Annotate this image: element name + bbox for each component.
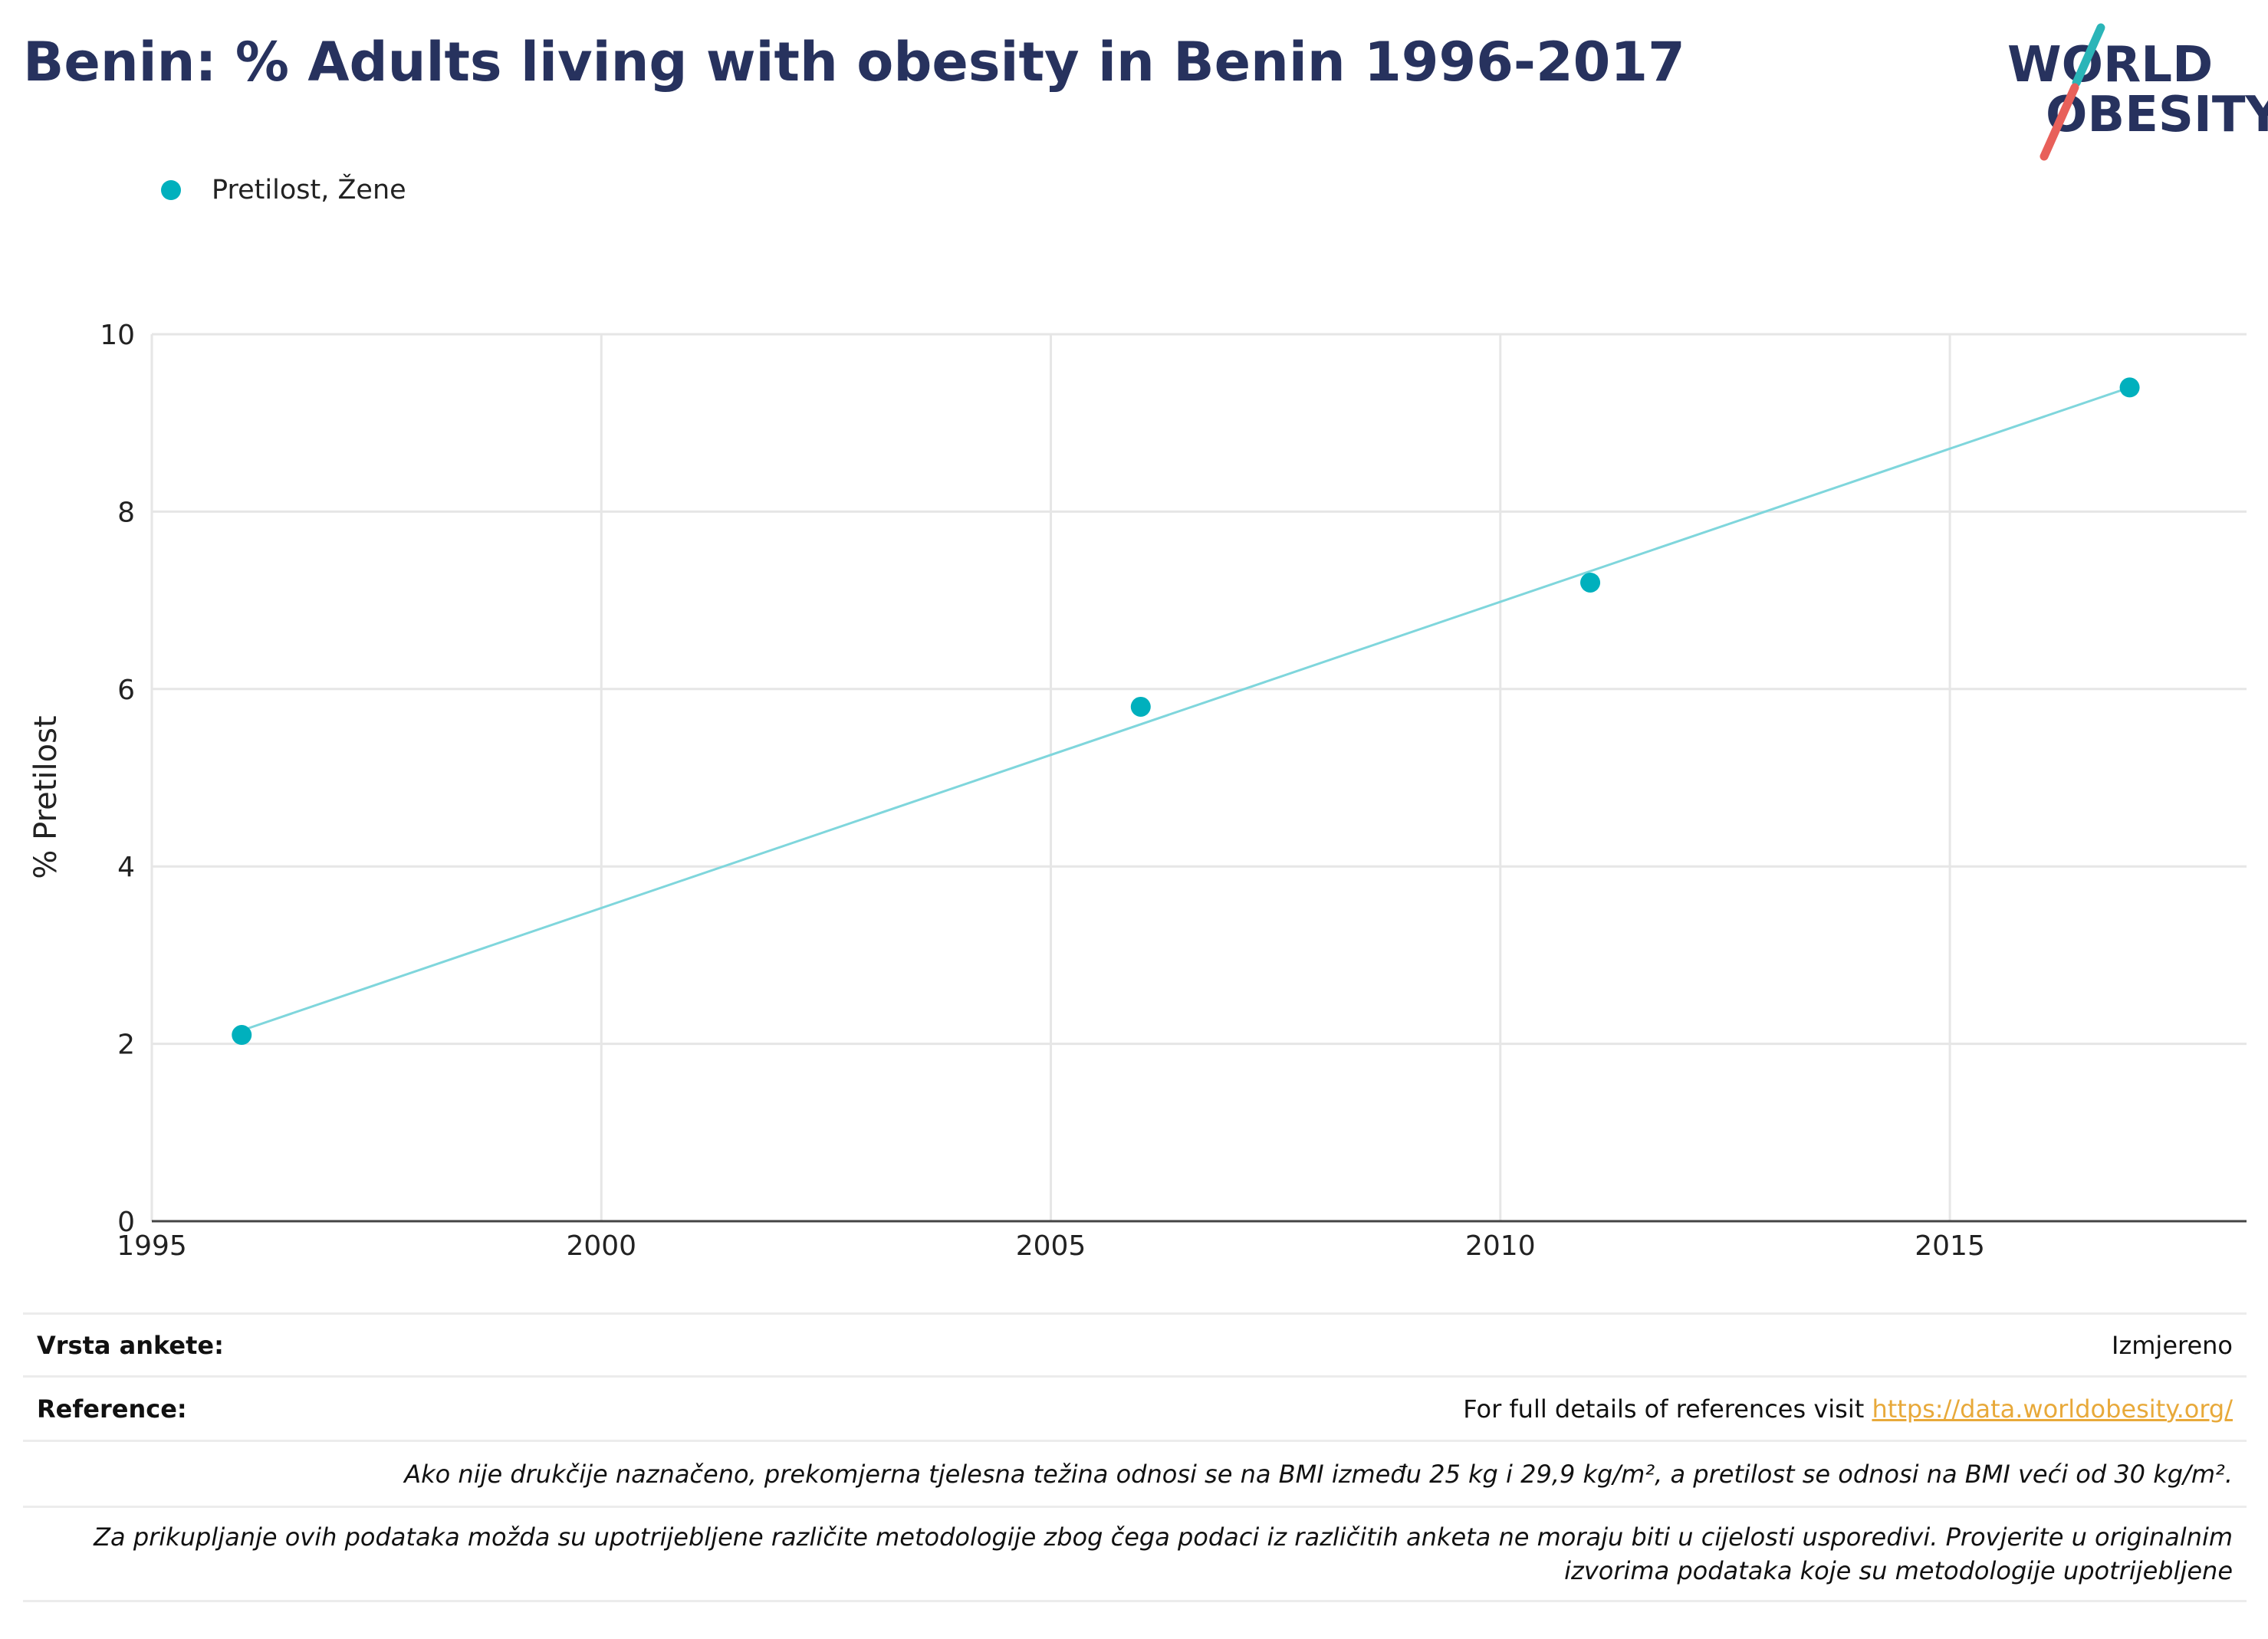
references-text-wrap: For full details of references visit htt… (1463, 1394, 2233, 1424)
trend-line (241, 386, 2131, 1032)
references-row: Reference: For full details of reference… (23, 1375, 2247, 1440)
survey-type-value: Izmjereno (2112, 1330, 2233, 1360)
references-text: For full details of references visit (1463, 1394, 1872, 1424)
survey-type-row: Vrsta ankete: Izmjereno (23, 1312, 2247, 1375)
references-link[interactable]: https://data.worldobesity.org/ (1872, 1394, 2233, 1424)
chart-title: Benin: % Adults living with obesity in B… (23, 31, 1685, 94)
legend: Pretilost, Žene (161, 175, 406, 205)
logo-word-world: WORLD (2007, 37, 2214, 94)
x-tick-label: 2010 (1465, 1230, 1536, 1262)
bmi-note-row: Ako nije drukčije naznačeno, prekomjerna… (23, 1440, 2247, 1506)
x-tick-label: 2005 (1016, 1230, 1086, 1262)
survey-type-label: Vrsta ankete: (37, 1330, 224, 1360)
data-point (1130, 696, 1151, 717)
y-tick-label: 8 (117, 497, 135, 528)
x-tick-label: 2015 (1915, 1230, 1985, 1262)
methodology-note-row: Za prikupljanje ovih podataka možda su u… (23, 1506, 2247, 1602)
x-tick-label: 1995 (117, 1230, 187, 1262)
logo-slash-icon (2040, 23, 2105, 161)
y-tick-label: 0 (117, 1207, 135, 1238)
scatter-chart: 0 2 4 6 8 10 1995 2000 2005 2010 2015 (100, 320, 2247, 1262)
y-tick-label: 4 (117, 852, 135, 883)
world-obesity-logo: WORLD OBESITY (1994, 21, 2268, 167)
data-point (2119, 377, 2140, 398)
legend-label: Pretilost, Žene (212, 175, 406, 205)
x-tick-label: 2000 (566, 1230, 636, 1262)
data-point (1580, 572, 1601, 593)
logo-word-obesity: OBESITY (2046, 87, 2268, 143)
y-tick-label: 10 (100, 320, 135, 351)
footer-table: Vrsta ankete: Izmjereno Reference: For f… (23, 1312, 2247, 1602)
y-axis-label: % Pretilost (28, 715, 64, 879)
bmi-note: Ako nije drukčije naznačeno, prekomjerna… (404, 1459, 2233, 1489)
references-label: Reference: (37, 1394, 187, 1424)
y-tick-label: 2 (117, 1030, 135, 1061)
legend-marker-icon (161, 180, 181, 200)
methodology-note: Za prikupljanje ovih podataka možda su u… (94, 1522, 2233, 1585)
y-tick-label: 6 (117, 675, 135, 706)
data-point (232, 1025, 252, 1046)
